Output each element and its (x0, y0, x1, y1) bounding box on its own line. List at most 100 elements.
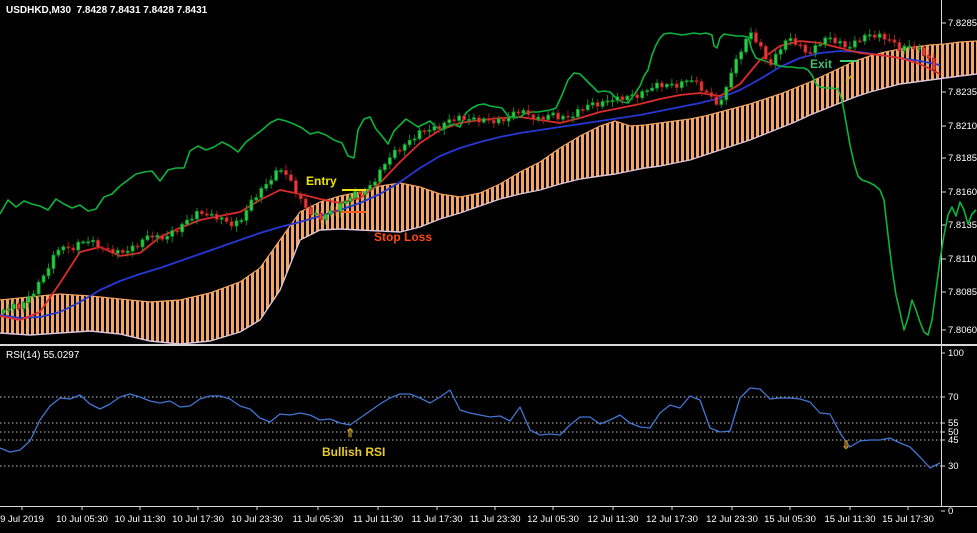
candle-body (561, 115, 565, 120)
candle-body (7, 308, 11, 311)
candle-body (199, 210, 204, 215)
time-axis-label: 10 Jul 05:30 (56, 514, 108, 525)
candle (115, 247, 120, 259)
rsi-axis-label: 70 (948, 392, 959, 403)
candle (511, 107, 516, 121)
time-axis-label: 9 Jul 2019 (0, 514, 44, 525)
candle-body (823, 37, 828, 45)
rsi-up-arrow: ⇑ (345, 426, 355, 440)
candle-body (269, 179, 274, 185)
candle-body (343, 200, 348, 204)
candle-body (877, 33, 882, 38)
price-axis-label: 7.8235 (948, 87, 977, 98)
rsi-axis-label: 100 (948, 348, 964, 359)
candle-body (773, 53, 778, 66)
candle (348, 192, 353, 207)
candle-body (575, 108, 580, 118)
time-axis-label: 11 Jul 05:30 (292, 514, 343, 525)
candle-body (852, 40, 857, 48)
entry-label: Entry (306, 174, 337, 188)
candle (808, 46, 813, 56)
candle (571, 112, 575, 123)
candle-body (76, 241, 81, 251)
candle (892, 35, 897, 48)
candle-body (412, 138, 417, 141)
candle (298, 191, 303, 205)
candle-body (195, 210, 199, 220)
candle (590, 97, 595, 109)
candle (907, 40, 912, 52)
candle (580, 106, 585, 115)
rsi-indicator-label: RSI(14) 55.0297 (6, 350, 80, 361)
time-axis-label: 12 Jul 11:30 (587, 514, 638, 525)
candle (635, 90, 640, 104)
candle (239, 218, 244, 224)
candle-body (279, 170, 283, 173)
candle-body (481, 118, 486, 123)
candle (902, 43, 907, 55)
candle-body (506, 116, 511, 122)
candle-body (378, 169, 382, 183)
candle-body (284, 170, 288, 176)
candle (862, 32, 867, 45)
candle-body (234, 220, 239, 227)
price-axis-label: 7.8160 (948, 187, 977, 198)
candle-body (580, 108, 585, 111)
candle-body (521, 109, 526, 114)
candle (264, 178, 269, 192)
candle (234, 217, 239, 232)
candle (828, 32, 833, 44)
candle-body (407, 139, 412, 146)
pane-divider[interactable] (0, 344, 977, 346)
candle (679, 78, 684, 91)
candle (481, 116, 486, 124)
candle (412, 134, 417, 145)
candle-body (86, 241, 90, 244)
candle-body (551, 112, 556, 116)
time-axis-label: 12 Jul 23:30 (706, 514, 758, 525)
candle (244, 204, 249, 226)
candle (803, 42, 808, 58)
candle (467, 113, 471, 126)
time-axis-label: 15 Jul 17:30 (882, 514, 934, 525)
candle (110, 245, 115, 257)
candle-body (259, 187, 264, 198)
candle (105, 242, 110, 251)
candle (373, 177, 377, 190)
candle (872, 30, 877, 40)
candle-body (511, 111, 516, 118)
candle-body (115, 249, 120, 254)
candle (852, 36, 857, 52)
candle (798, 41, 803, 49)
candle-body (145, 235, 150, 241)
candle-body (674, 83, 679, 88)
candle-body (368, 184, 372, 190)
candle (150, 231, 155, 241)
candle-body (744, 38, 748, 53)
price-axis-label: 7.8110 (948, 254, 976, 265)
candle (378, 166, 382, 184)
rsi-axis-label: 45 (948, 435, 959, 446)
price-axis-label: 7.8135 (948, 220, 977, 231)
candle-body (125, 250, 130, 253)
candle (823, 35, 828, 48)
candle-body (843, 40, 847, 48)
candle (927, 49, 931, 62)
candle (323, 212, 328, 225)
candle (199, 209, 204, 217)
candle-body (105, 247, 110, 250)
candle (600, 98, 605, 109)
candle-body (719, 99, 724, 105)
candle-body (472, 117, 476, 120)
candle (917, 44, 922, 54)
candle-body (135, 245, 140, 248)
candle-body (625, 95, 630, 101)
candle (145, 230, 150, 242)
candle (575, 105, 580, 120)
time-axis-label: 10 Jul 23:30 (231, 514, 283, 525)
candle (46, 263, 51, 280)
candle (219, 215, 224, 225)
fast-ma-line (0, 40, 941, 321)
candle (501, 116, 506, 126)
